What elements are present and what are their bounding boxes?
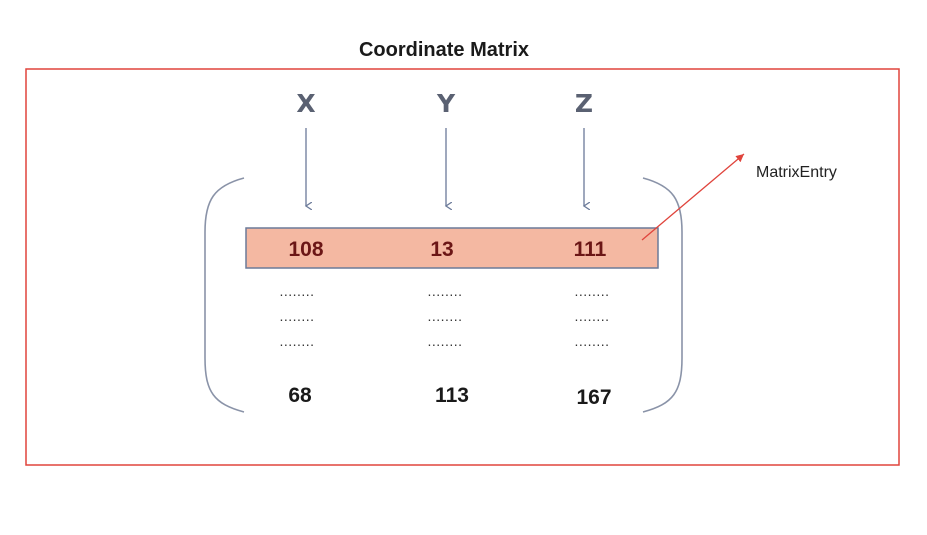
entry-value-x: 108 (288, 238, 323, 261)
ellipsis-x-1: ........ (279, 283, 314, 299)
ellipsis-z-3: ........ (574, 333, 609, 349)
entry-value-y: 13 (430, 238, 453, 261)
ellipsis-z-1: ........ (574, 283, 609, 299)
last-value-y: 113 (435, 384, 469, 407)
ellipsis-y-1: ........ (427, 283, 462, 299)
ellipsis-x-3: ........ (279, 333, 314, 349)
diagram-frame (25, 68, 900, 466)
entry-value-z: 111 (574, 238, 607, 261)
ellipsis-x-2: ........ (279, 308, 314, 324)
matrix-entry-row (245, 227, 659, 269)
ellipsis-y-2: ........ (427, 308, 462, 324)
last-value-x: 68 (288, 384, 312, 407)
matrix-right-bracket (642, 177, 683, 413)
column-label-x: X (296, 89, 315, 118)
callout-arrow (641, 153, 745, 241)
ellipsis-z-2: ........ (574, 308, 609, 324)
column-label-z: Z (575, 89, 593, 118)
diagram-title: Coordinate Matrix (359, 39, 529, 61)
matrix-left-bracket (204, 177, 245, 413)
last-value-z: 167 (576, 386, 611, 409)
ellipsis-y-3: ........ (427, 333, 462, 349)
callout-label: MatrixEntry (756, 164, 837, 181)
column-label-y: Y (436, 89, 456, 118)
